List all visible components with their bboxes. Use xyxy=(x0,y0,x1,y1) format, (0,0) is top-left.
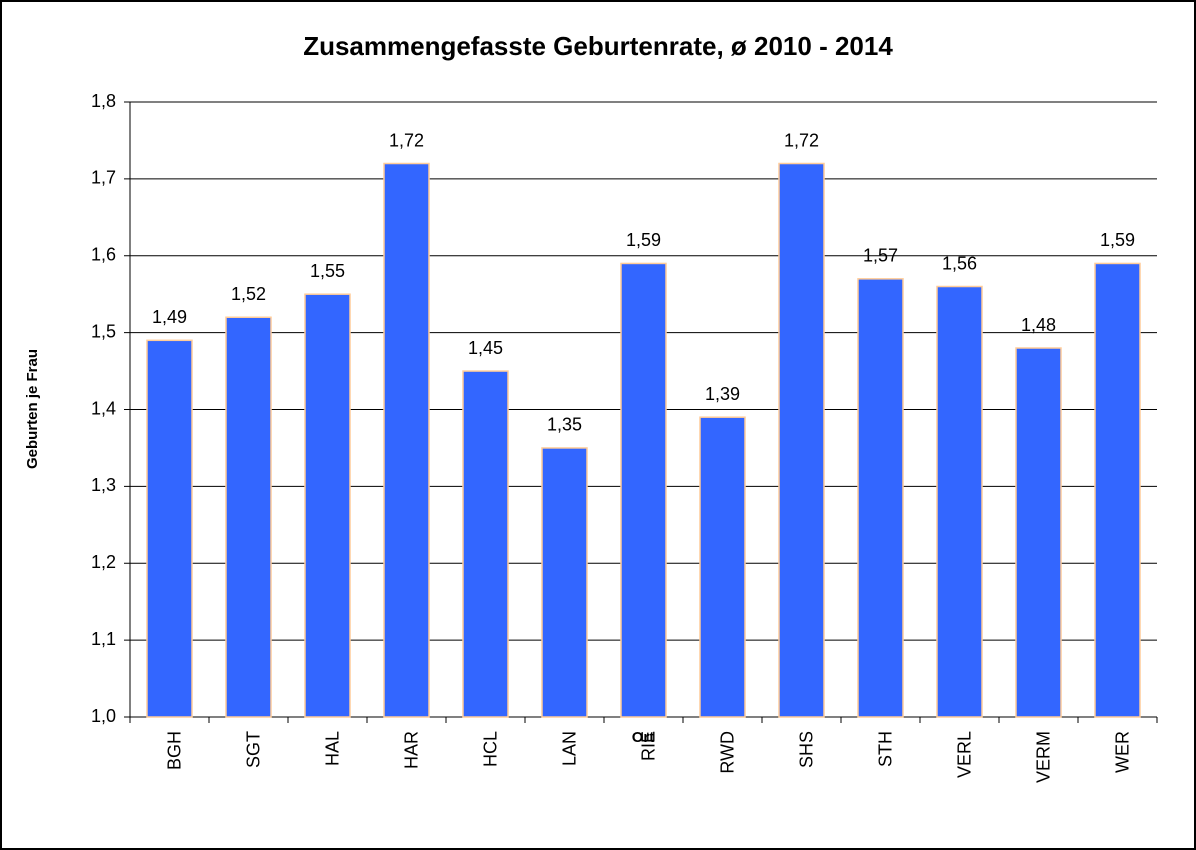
bar xyxy=(383,162,430,718)
y-tick-label: 1,1 xyxy=(91,629,116,649)
data-label: 1,39 xyxy=(705,384,740,404)
y-tick-label: 1,0 xyxy=(91,706,116,726)
y-tick-label: 1,5 xyxy=(91,321,116,341)
x-tick-label: STH xyxy=(875,731,895,767)
y-tick-label: 1,7 xyxy=(91,168,116,188)
y-tick-label: 1,4 xyxy=(91,398,116,418)
bar xyxy=(541,447,588,718)
data-label: 1,48 xyxy=(1021,315,1056,335)
y-tick-label: 1,2 xyxy=(91,552,116,572)
x-tick-label: BGH xyxy=(164,731,184,770)
y-tick-label: 1,8 xyxy=(91,91,116,111)
data-label: 1,72 xyxy=(784,130,819,150)
x-tick-label: HCL xyxy=(480,731,500,767)
bar xyxy=(304,293,351,718)
x-tick-label: HAL xyxy=(322,731,342,766)
x-tick-label: RIE xyxy=(638,731,658,761)
bar xyxy=(620,262,667,718)
data-label: 1,57 xyxy=(863,246,898,266)
bar xyxy=(936,285,983,718)
data-label: 1,52 xyxy=(231,284,266,304)
bar xyxy=(1015,347,1062,718)
x-tick-label: HAR xyxy=(401,731,421,769)
chart-title: Zusammengefasste Geburtenrate, ø 2010 - … xyxy=(303,31,893,61)
x-tick-label: VERL xyxy=(954,731,974,778)
data-label: 1,55 xyxy=(310,261,345,281)
bar xyxy=(146,339,193,718)
x-tick-label: RWD xyxy=(717,731,737,774)
data-label: 1,56 xyxy=(942,253,977,273)
data-label: 1,59 xyxy=(1100,230,1135,250)
data-label: 1,59 xyxy=(626,230,661,250)
data-label: 1,49 xyxy=(152,307,187,327)
x-axis-title: Ort xyxy=(632,729,655,746)
data-label: 1,35 xyxy=(547,415,582,435)
bar xyxy=(778,162,825,718)
y-tick-label: 1,3 xyxy=(91,475,116,495)
bar xyxy=(699,416,746,718)
y-tick-label: 1,6 xyxy=(91,245,116,265)
x-tick-label: LAN xyxy=(559,731,579,766)
x-tick-label: WER xyxy=(1112,731,1132,773)
data-label: 1,45 xyxy=(468,338,503,358)
bar xyxy=(1094,262,1141,718)
x-tick-label: VERM xyxy=(1033,731,1053,783)
x-tick-label: SGT xyxy=(243,731,263,768)
bar xyxy=(462,370,509,718)
y-axis-title: Geburten je Frau xyxy=(24,349,41,469)
bar xyxy=(225,316,272,718)
data-label: 1,72 xyxy=(389,130,424,150)
x-tick-label: SHS xyxy=(796,731,816,768)
bar xyxy=(857,278,904,718)
